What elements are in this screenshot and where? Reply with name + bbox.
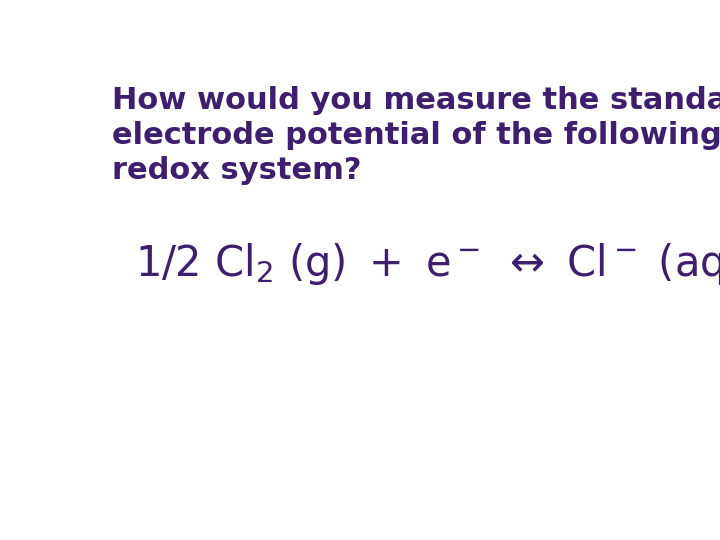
Text: redox system?: redox system? [112,156,362,185]
Text: electrode potential of the following: electrode potential of the following [112,121,720,150]
Text: $\sf{1/2\ Cl_2\ (g)\ +\ e^-\ \leftrightarrow\ Cl^-\ (aq)}$: $\sf{1/2\ Cl_2\ (g)\ +\ e^-\ \leftrighta… [135,241,720,287]
Text: How would you measure the standard: How would you measure the standard [112,85,720,114]
